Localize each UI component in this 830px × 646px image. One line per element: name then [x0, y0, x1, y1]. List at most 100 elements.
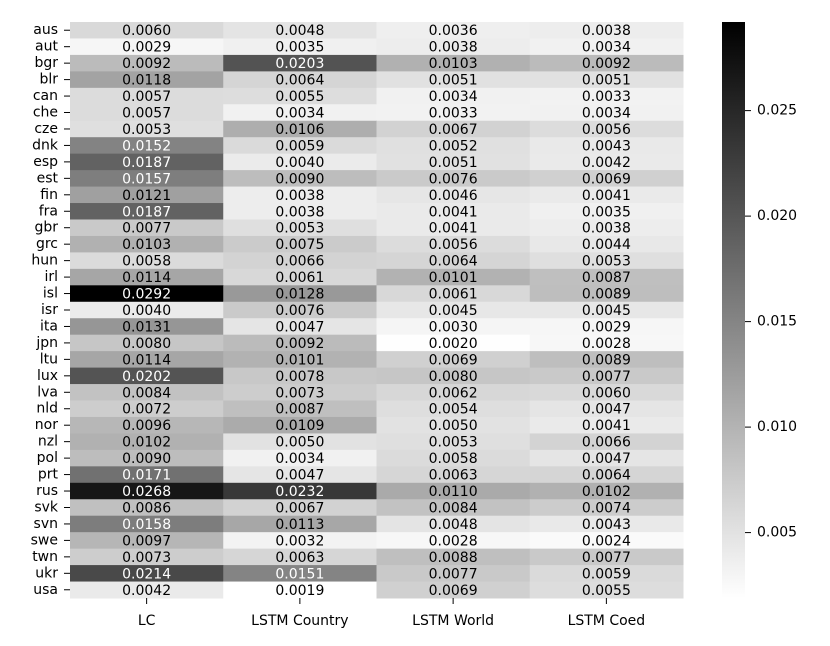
cell-label: 0.0092 — [122, 56, 171, 72]
heatmap-cell — [529, 400, 684, 418]
heatmap-cell — [70, 482, 224, 500]
cell-label: 0.0060 — [122, 23, 171, 39]
y-tick-label: pol — [37, 450, 58, 466]
cell-label: 0.0034 — [429, 89, 478, 105]
cell-label: 0.0076 — [429, 171, 478, 187]
cell-label: 0.0058 — [122, 254, 171, 270]
cell-label: 0.0152 — [122, 138, 171, 154]
heatmap-cell — [376, 137, 531, 155]
cell-label: 0.0114 — [122, 352, 171, 368]
heatmap-cell — [376, 87, 531, 105]
heatmap-cell — [223, 400, 377, 418]
cell-label: 0.0056 — [429, 237, 478, 253]
cell-label: 0.0045 — [582, 303, 631, 319]
cell-label: 0.0048 — [429, 517, 478, 533]
heatmap-cell — [70, 466, 224, 484]
heatmap-cell — [376, 416, 531, 434]
heatmap-cell — [223, 71, 377, 89]
heatmap-cell — [376, 186, 531, 204]
heatmap-cell — [223, 565, 377, 583]
cell-label: 0.0077 — [122, 221, 171, 237]
cell-label: 0.0060 — [582, 385, 631, 401]
heatmap-cell — [223, 532, 377, 550]
cell-label: 0.0033 — [582, 89, 631, 105]
heatmap-cell — [70, 71, 224, 89]
heatmap-cell — [70, 334, 224, 352]
cell-label: 0.0034 — [275, 106, 324, 122]
y-tick-label: ukr — [35, 565, 58, 581]
cell-label: 0.0019 — [275, 583, 324, 599]
cell-label: 0.0048 — [275, 23, 324, 39]
y-tick-label: jpn — [35, 335, 58, 351]
heatmap-cell — [376, 71, 531, 89]
cell-label: 0.0024 — [582, 533, 631, 549]
heatmap-cell — [529, 71, 684, 89]
y-tick-label: blr — [39, 72, 58, 88]
cell-label: 0.0092 — [275, 336, 324, 352]
cell-label: 0.0061 — [429, 287, 478, 303]
heatmap-cell — [376, 334, 531, 352]
cell-label: 0.0069 — [429, 352, 478, 368]
heatmap-cell — [529, 252, 684, 270]
heatmap-cell — [376, 318, 531, 336]
heatmap-cell — [223, 87, 377, 105]
heatmap-cell — [529, 153, 684, 171]
cell-label: 0.0045 — [429, 303, 478, 319]
y-tick-label: aut — [35, 39, 58, 55]
cell-label: 0.0064 — [582, 468, 631, 484]
cell-label: 0.0072 — [122, 402, 171, 418]
cell-label: 0.0088 — [429, 550, 478, 566]
cell-label: 0.0268 — [122, 484, 171, 500]
heatmap-cell — [376, 153, 531, 171]
heatmap-cell — [70, 318, 224, 336]
heatmap-cell — [223, 22, 377, 39]
heatmap-cell — [529, 367, 684, 385]
cell-label: 0.0121 — [122, 188, 171, 204]
heatmap-cell — [376, 466, 531, 484]
y-tick-label: isr — [41, 302, 58, 318]
heatmap-cell — [376, 515, 531, 533]
y-tick-label: hun — [31, 253, 58, 269]
heatmap-cell — [223, 252, 377, 270]
heatmap-cell — [223, 515, 377, 533]
y-tick-label: esp — [33, 154, 58, 170]
y-tick-label: bgr — [34, 55, 58, 71]
cell-label: 0.0073 — [275, 385, 324, 401]
heatmap-cell — [70, 252, 224, 270]
heatmap-cell — [376, 170, 531, 188]
cell-label: 0.0106 — [275, 122, 324, 138]
heatmap-cell — [223, 301, 377, 319]
x-tick-label: LSTM Coed — [568, 613, 646, 629]
cell-label: 0.0041 — [429, 221, 478, 237]
heatmap-cell — [223, 186, 377, 204]
y-tick-label: aus — [33, 22, 58, 38]
heatmap-cell — [376, 285, 531, 303]
y-tick-label: fra — [39, 203, 58, 219]
cell-label: 0.0036 — [429, 23, 478, 39]
y-tick-label: est — [37, 170, 59, 186]
cell-label: 0.0047 — [275, 319, 324, 335]
cell-label: 0.0044 — [582, 237, 631, 253]
cell-label: 0.0102 — [122, 435, 171, 451]
heatmap-cell — [223, 120, 377, 138]
cell-label: 0.0038 — [429, 40, 478, 56]
cell-label: 0.0203 — [275, 56, 324, 72]
cell-label: 0.0101 — [429, 270, 478, 286]
cell-label: 0.0118 — [122, 73, 171, 89]
heatmap-cell — [376, 384, 531, 402]
cell-label: 0.0034 — [582, 106, 631, 122]
cell-label: 0.0080 — [122, 336, 171, 352]
cell-label: 0.0232 — [275, 484, 324, 500]
heatmap-cell — [223, 351, 377, 369]
heatmap-cell — [529, 565, 684, 583]
heatmap-cell — [376, 268, 531, 286]
cell-label: 0.0059 — [275, 138, 324, 154]
heatmap-cell — [223, 416, 377, 434]
cell-label: 0.0114 — [122, 270, 171, 286]
cell-label: 0.0041 — [429, 204, 478, 220]
cell-label: 0.0050 — [275, 435, 324, 451]
y-tick-label: irl — [44, 269, 58, 285]
heatmap-cell — [529, 137, 684, 155]
heatmap-cell — [70, 87, 224, 105]
cell-label: 0.0113 — [275, 517, 324, 533]
